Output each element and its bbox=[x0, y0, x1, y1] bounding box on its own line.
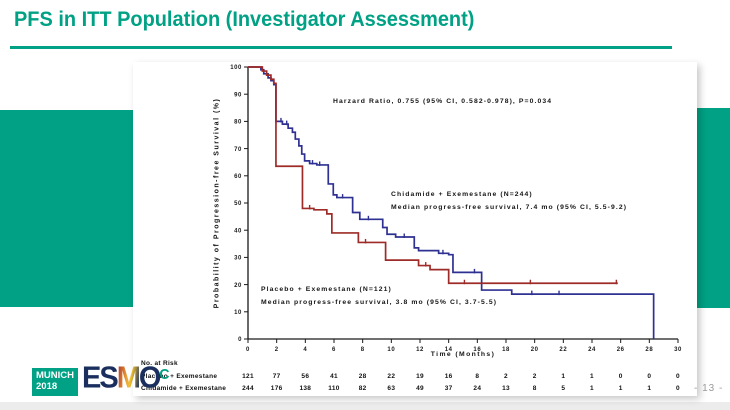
risk-row-label: Placebo + Exemestane bbox=[141, 373, 217, 380]
risk-value: 121 bbox=[242, 373, 254, 380]
risk-value: 176 bbox=[271, 385, 283, 392]
placebo-series-name: Placebo + Exemestane (N=121) bbox=[261, 286, 392, 293]
risk-value: 63 bbox=[387, 385, 395, 392]
risk-value: 244 bbox=[242, 385, 254, 392]
risk-value: 8 bbox=[475, 373, 479, 380]
x-tick-label: 2 bbox=[275, 347, 279, 353]
x-tick-label: 8 bbox=[361, 347, 365, 353]
hazard-ratio-note: Harzard Ratio, 0.755 (95% CI, 0.582-0.97… bbox=[333, 98, 553, 105]
risk-value: 1 bbox=[590, 373, 594, 380]
y-tick-label: 60 bbox=[234, 174, 242, 180]
risk-value: 37 bbox=[445, 385, 453, 392]
risk-value: 0 bbox=[647, 373, 651, 380]
title-underline bbox=[10, 46, 672, 49]
munich-2018-badge: MUNICH 2018 bbox=[32, 368, 78, 396]
x-tick-label: 26 bbox=[617, 347, 625, 353]
esmo-congress-c: C bbox=[159, 365, 169, 383]
slide-bottom-edge bbox=[0, 402, 730, 410]
logo-year: 2018 bbox=[36, 380, 58, 392]
page-number: - 13 - bbox=[694, 383, 724, 394]
y-tick-label: 100 bbox=[230, 65, 242, 71]
esmo-letter-o: O bbox=[138, 361, 162, 395]
y-tick-label: 40 bbox=[234, 228, 242, 234]
y-tick-label: 70 bbox=[234, 147, 242, 153]
placebo-series-label: Placebo + Exemestane (N=121) Median prog… bbox=[261, 286, 497, 312]
risk-value: 8 bbox=[533, 385, 537, 392]
km-curve-chidamide bbox=[248, 66, 655, 339]
x-tick-label: 28 bbox=[645, 347, 653, 353]
x-tick-label: 20 bbox=[531, 347, 539, 353]
y-tick-label: 30 bbox=[234, 256, 242, 262]
risk-value: 0 bbox=[676, 385, 680, 392]
esmo-letter-s: S bbox=[99, 361, 118, 395]
x-tick-label: 10 bbox=[387, 347, 395, 353]
risk-value: 56 bbox=[301, 373, 309, 380]
risk-value: 1 bbox=[590, 385, 594, 392]
esmo-letter-e: E bbox=[82, 361, 101, 395]
x-tick-label: 14 bbox=[445, 347, 453, 353]
chidamide-series-name: Chidamide + Exemestane (N=244) bbox=[391, 191, 533, 198]
y-tick-label: 0 bbox=[238, 337, 242, 343]
x-tick-label: 24 bbox=[588, 347, 596, 353]
risk-value: 1 bbox=[647, 385, 651, 392]
y-axis-title: Probability of Progression-free Survival… bbox=[213, 97, 221, 309]
esmo-logo: MUNICH 2018 ESMOC bbox=[32, 361, 170, 396]
risk-value: 1 bbox=[619, 385, 623, 392]
y-tick-label: 10 bbox=[234, 310, 242, 316]
chidamide-median-text: Median progress-free survival, 7.4 mo (9… bbox=[391, 204, 628, 211]
risk-value: 2 bbox=[533, 373, 537, 380]
km-curve-placebo bbox=[248, 66, 618, 285]
teal-accent-block-right bbox=[697, 108, 730, 308]
chidamide-series-label: Chidamide + Exemestane (N=244) Median pr… bbox=[391, 191, 627, 217]
esmo-letter-m: M bbox=[116, 361, 141, 395]
risk-value: 13 bbox=[502, 385, 510, 392]
risk-row-label: Chidamide + Exemestane bbox=[141, 385, 226, 392]
x-tick-label: 30 bbox=[674, 347, 682, 353]
x-tick-label: 18 bbox=[502, 347, 510, 353]
risk-value: 28 bbox=[359, 373, 367, 380]
x-tick-label: 4 bbox=[303, 347, 307, 353]
teal-accent-block-left bbox=[0, 110, 133, 307]
risk-value: 110 bbox=[328, 385, 339, 392]
risk-value: 82 bbox=[359, 385, 367, 392]
placebo-median-text: Median progress-free survival, 3.8 mo (9… bbox=[261, 299, 498, 306]
chart-card: 0 10 20 30 40 50 60 70 80 90 100 0 2 4 6 8 10 12 14 16 18 20 2… bbox=[133, 62, 697, 396]
x-tick-label: 0 bbox=[246, 347, 250, 353]
y-tick-label: 20 bbox=[234, 283, 242, 289]
y-tick-label: 80 bbox=[234, 120, 242, 126]
risk-table-heading: No. at Risk bbox=[141, 360, 178, 367]
x-tick-label: 22 bbox=[559, 347, 567, 353]
esmo-wordmark: ESMOC bbox=[82, 361, 170, 395]
risk-value: 138 bbox=[299, 385, 311, 392]
risk-value: 0 bbox=[619, 373, 623, 380]
risk-value: 24 bbox=[473, 385, 481, 392]
y-tick-label: 90 bbox=[234, 92, 242, 98]
y-tick-label: 50 bbox=[234, 201, 242, 207]
x-tick-label: 12 bbox=[416, 347, 424, 353]
x-tick-label: 6 bbox=[332, 347, 336, 353]
logo-venue: MUNICH bbox=[36, 370, 74, 381]
risk-value: 2 bbox=[504, 373, 508, 380]
x-tick-label: 16 bbox=[473, 347, 481, 353]
risk-value: 0 bbox=[676, 373, 680, 380]
risk-value: 19 bbox=[416, 373, 424, 380]
risk-value: 5 bbox=[561, 385, 565, 392]
risk-value: 49 bbox=[416, 385, 424, 392]
risk-value: 77 bbox=[273, 373, 281, 380]
x-axis-title: Time (Months) bbox=[430, 351, 496, 358]
risk-value: 1 bbox=[561, 373, 565, 380]
risk-value: 22 bbox=[387, 373, 395, 380]
page-title: PFS in ITT Population (Investigator Asse… bbox=[14, 8, 475, 31]
risk-value: 16 bbox=[445, 373, 453, 380]
risk-value: 41 bbox=[330, 373, 338, 380]
